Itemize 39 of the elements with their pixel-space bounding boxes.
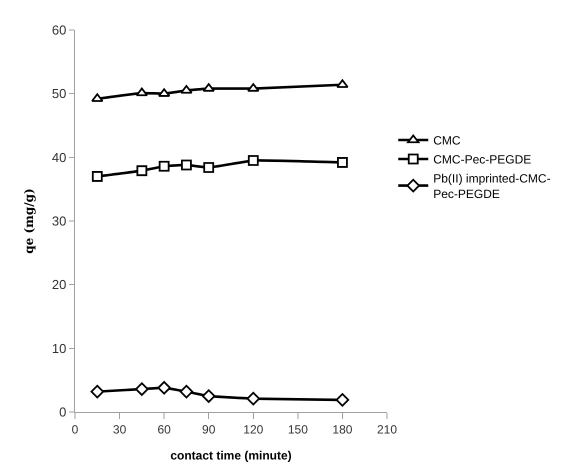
point (337, 157, 348, 168)
x-tick-label: 90 (202, 422, 216, 436)
y-tick-label: 40 (52, 150, 66, 165)
y-tick-label: 30 (52, 214, 66, 229)
x-axis-title: contact time (minute) (170, 448, 292, 462)
point (202, 389, 216, 403)
x-tick-label: 150 (288, 422, 308, 436)
y-tick-label: 20 (52, 277, 66, 292)
y-tick-label: 50 (52, 86, 66, 102)
point (203, 162, 214, 173)
legend-label: CMC (433, 134, 461, 148)
point (181, 160, 192, 170)
point (90, 384, 104, 398)
y-axis-title: qe (mg/g) (22, 188, 36, 254)
point (247, 83, 260, 92)
x-tick-label: 120 (243, 422, 264, 436)
point (248, 155, 259, 166)
point (136, 88, 148, 96)
point (135, 382, 149, 396)
y-tick-label: 60 (52, 22, 66, 38)
x-tick-label: 60 (157, 422, 172, 436)
point (336, 393, 350, 407)
point (202, 83, 215, 92)
point (180, 384, 194, 398)
x-tick-label: 210 (376, 422, 398, 436)
x-tick-label: 180 (332, 422, 353, 436)
y-tick-label: 0 (59, 404, 66, 420)
legend-label: Pb(II) imprinted-CMC-Pec-PEGDE (433, 171, 551, 202)
point (92, 171, 103, 182)
point (246, 392, 260, 406)
point (158, 160, 170, 172)
point (157, 381, 171, 395)
point (91, 93, 104, 102)
point (136, 165, 148, 176)
point (158, 88, 170, 97)
x-tick-label: 0 (72, 422, 79, 436)
legend-label: CMC-Pec-PEGDE (433, 152, 532, 167)
x-tick-label: 30 (112, 422, 127, 436)
y-tick-label: 10 (52, 340, 66, 356)
